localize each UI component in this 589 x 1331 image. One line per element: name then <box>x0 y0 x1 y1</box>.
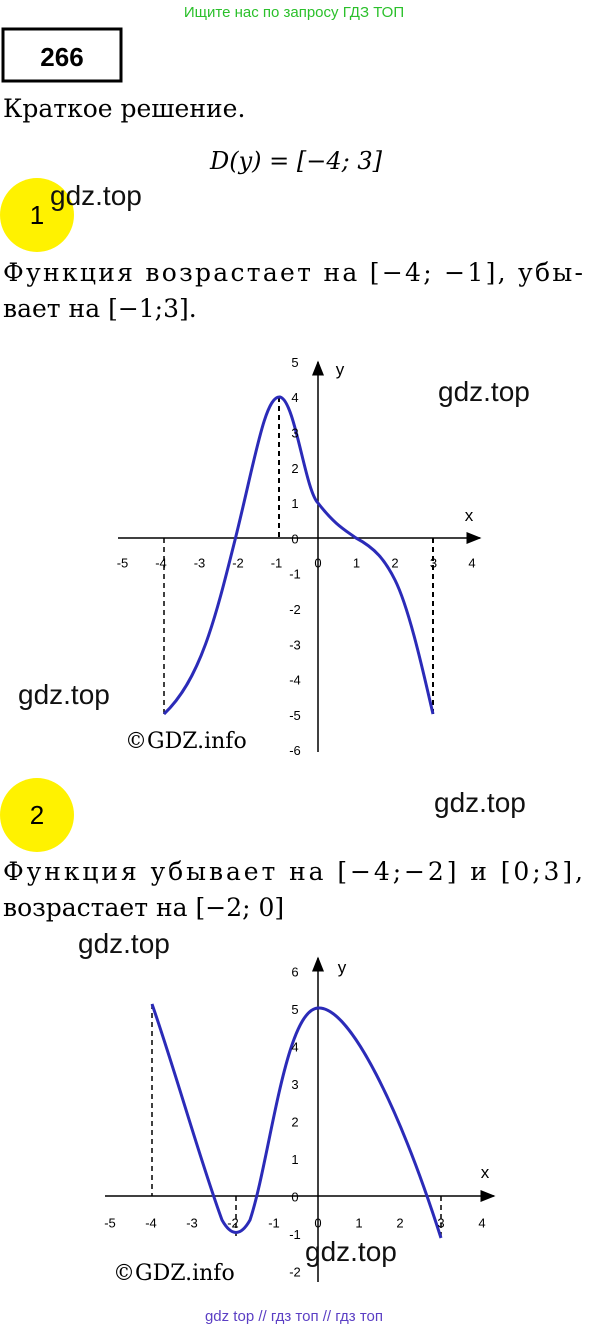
subtitle: Краткое решение. <box>3 94 245 123</box>
function-curve <box>162 395 435 716</box>
y-axis-label: y <box>338 958 347 977</box>
problem-number: 266 <box>40 42 83 72</box>
x-tick-label: 2 <box>396 1215 403 1230</box>
y-tick-label: 0 <box>291 1189 298 1204</box>
text-line: Функция убывает на [−4;−2] и [0;3], <box>3 857 583 886</box>
x-tick-label: -2 <box>227 1215 239 1230</box>
y-tick-label: 2 <box>291 461 298 476</box>
y-tick-label: 4 <box>291 390 298 405</box>
x-tick-label: 4 <box>468 555 475 570</box>
x-axis-label: x <box>481 1163 490 1182</box>
y-tick-label: 5 <box>291 1002 298 1017</box>
x-tick-label: -4 <box>145 1215 157 1230</box>
y-tick-label: -5 <box>289 708 301 723</box>
x-tick-label: -3 <box>186 1215 198 1230</box>
graph: y x -5 -4 -3 -2 -1 0 1 2 3 4 6 5 4 3 2 1 0 -1 -2 <box>104 956 496 1282</box>
y-tick-label: 5 <box>291 355 298 370</box>
badge-number: 2 <box>30 800 44 830</box>
x-tick-label: 4 <box>478 1215 485 1230</box>
badge <box>0 178 74 252</box>
x-tick-label: 0 <box>314 555 321 570</box>
watermark: gdz.top <box>434 787 526 818</box>
x-tick-label: 3 <box>430 555 437 570</box>
y-tick-label: -1 <box>289 567 301 582</box>
watermark: gdz.top <box>78 928 170 959</box>
y-tick-label: 6 <box>291 964 298 979</box>
text-line: вает на [−1;3]. <box>3 294 197 323</box>
watermark: gdz.top <box>305 1236 397 1267</box>
badge <box>0 778 74 852</box>
y-tick-label: -3 <box>289 637 301 652</box>
x-tick-label: 0 <box>314 1215 321 1230</box>
text-line: возрастает на [−2; 0] <box>3 893 284 922</box>
y-tick-label: -2 <box>289 1264 301 1279</box>
number-box <box>1 27 123 83</box>
x-tick-label: 2 <box>391 555 398 570</box>
y-tick-label: 0 <box>291 531 298 546</box>
y-tick-label: -1 <box>289 1227 301 1242</box>
banner[interactable]: Ищите нас по запросу ГДЗ ТОП <box>184 4 404 21</box>
y-tick-label: 2 <box>291 1114 298 1129</box>
y-tick-label: -2 <box>289 602 301 617</box>
x-tick-label: 1 <box>353 555 360 570</box>
y-tick-label: 1 <box>291 496 298 511</box>
badge-number: 1 <box>30 200 44 230</box>
x-tick-label: 1 <box>355 1215 362 1230</box>
x-tick-label: -3 <box>194 555 206 570</box>
x-tick-label: -5 <box>104 1215 116 1230</box>
x-axis-label: x <box>465 506 474 525</box>
domain-formula: D(y) = [−4; 3] <box>209 147 383 175</box>
x-tick-label: -2 <box>232 555 244 570</box>
watermark: gdz.top <box>50 180 142 211</box>
y-tick-label: 4 <box>291 1039 298 1054</box>
watermark: gdz.top <box>438 376 530 407</box>
text-line: Функция возрастает на [−4; −1], убы- <box>3 258 583 287</box>
copyright: ©GDZ.info <box>125 729 247 754</box>
watermark: gdz.top <box>18 679 110 710</box>
x-tick-label: -5 <box>117 555 129 570</box>
x-tick-label: -1 <box>271 555 283 570</box>
copyright: ©GDZ.info <box>113 1261 235 1286</box>
y-tick-label: 1 <box>291 1152 298 1167</box>
x-tick-label: -4 <box>155 555 167 570</box>
y-tick-label: -4 <box>289 673 301 688</box>
footer-links[interactable]: gdz top // гдз топ // гдз топ <box>205 1308 383 1325</box>
y-tick-label: 3 <box>291 426 298 441</box>
graph: y x -5 -4 -3 -2 -1 0 1 2 3 4 5 4 3 2 1 0 -1 -2 -3 -4 -5 -6 <box>117 355 482 758</box>
function-curve <box>150 1003 443 1239</box>
x-tick-label: 3 <box>437 1215 444 1230</box>
x-tick-label: -1 <box>268 1215 280 1230</box>
y-axis-label: y <box>336 360 345 379</box>
y-tick-label: -6 <box>289 743 301 758</box>
y-tick-label: 3 <box>291 1077 298 1092</box>
